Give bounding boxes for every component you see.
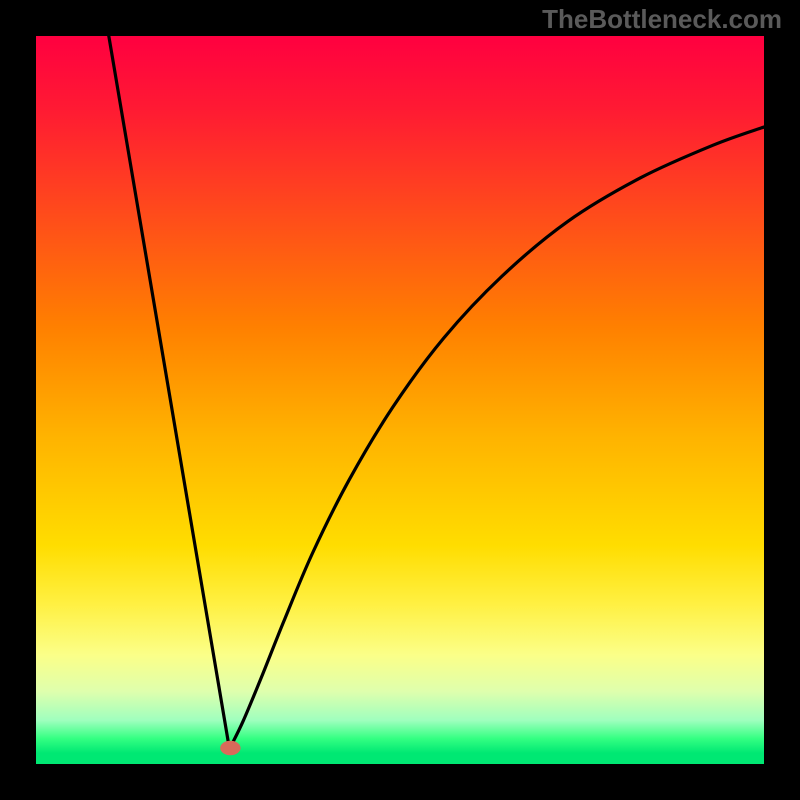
curve-layer — [36, 36, 764, 764]
bottleneck-curve — [109, 36, 764, 746]
minimum-marker — [220, 741, 240, 756]
chart-container: TheBottleneck.com — [0, 0, 800, 800]
watermark-text: TheBottleneck.com — [542, 4, 782, 35]
plot-area — [36, 36, 764, 764]
